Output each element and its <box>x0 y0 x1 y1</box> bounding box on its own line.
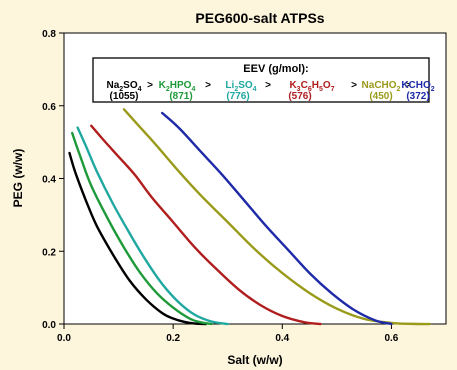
legend-label-part: NaCHO <box>362 80 397 91</box>
axis-ticks: 0.0 0.2 0.4 0.6 0.0 0.2 0.4 0.6 0.8 <box>42 29 399 344</box>
legend-label-part: 2 <box>166 86 170 93</box>
y-tick-label: 0.6 <box>42 102 56 113</box>
legend-label-part: 7 <box>331 86 335 93</box>
legend-label-4: NaCHO2 <box>362 80 401 93</box>
legend-label-part: SO <box>238 80 253 91</box>
y-tick-label: 0.8 <box>42 29 56 40</box>
legend-label-3: K3C6H5O7 <box>289 80 334 93</box>
y-tick-label: 0.2 <box>42 247 56 258</box>
curve-group <box>68 108 431 326</box>
legend-eev-4: (450) <box>369 91 392 102</box>
legend-label-part: 2 <box>397 86 401 93</box>
legend-label-part: 6 <box>308 86 312 93</box>
x-axis-label: Salt (w/w) <box>227 353 282 367</box>
series-line-5 <box>161 111 393 326</box>
y-tick-label: 0.0 <box>42 320 56 331</box>
x-tick-label: 0.6 <box>384 333 398 344</box>
legend-label-part: HPO <box>170 80 192 91</box>
series-line-1 <box>71 131 213 326</box>
legend-label-part: Na <box>106 80 119 91</box>
legend-label-2: Li2SO4 <box>225 80 256 93</box>
legend-label-part: KCHO <box>401 80 431 91</box>
legend-label-5: KCHO2 <box>401 80 434 93</box>
y-tick-label: 0.4 <box>42 175 56 186</box>
legend-label-part: K <box>159 80 167 91</box>
legend-label-part: SO <box>123 80 138 91</box>
legend-label-part: 5 <box>319 86 323 93</box>
legend-frame <box>92 57 430 103</box>
chart-title: PEG600-salt ATPSs <box>195 10 324 26</box>
series-line-3 <box>90 124 322 326</box>
legend-items: Na2SO4(1055)> K2HPO4(871)> Li2SO4(776)> K3C… <box>106 80 434 102</box>
legend-label-1: K2HPO4 <box>159 80 196 93</box>
legend-label-part: 3 <box>297 86 301 93</box>
legend-separator: > <box>351 80 357 91</box>
legend-header: EEV (g/mol): <box>243 63 308 75</box>
legend-label-part: 4 <box>191 86 195 93</box>
legend-label-part: 4 <box>253 86 257 93</box>
x-tick-label: 0.4 <box>275 333 289 344</box>
legend-box: EEV (g/mol): Na2SO4(1055)> K2HPO4(871)> Li… <box>92 57 435 103</box>
legend-label-part: Li <box>225 80 234 91</box>
legend-label-0: Na2SO4 <box>106 80 141 93</box>
legend-separator: > <box>405 80 411 91</box>
legend-label-part: 2 <box>119 86 123 93</box>
legend-label-part: 4 <box>138 86 142 93</box>
legend-label-part: C <box>301 80 308 91</box>
legend-label-part: 2 <box>234 86 238 93</box>
legend-eev-3: (576) <box>288 91 311 102</box>
legend-eev-1: (871) <box>169 91 192 102</box>
legend-label-part: 2 <box>431 86 435 93</box>
series-line-0 <box>68 151 208 326</box>
legend-label-part: H <box>312 80 319 91</box>
legend-eev-5: (372) <box>406 91 429 102</box>
y-axis-label: PEG (w/w) <box>11 149 25 208</box>
x-tick-label: 0.0 <box>57 333 71 344</box>
legend-eev-0: (1055) <box>110 91 139 102</box>
legend-separator: > <box>265 80 271 91</box>
x-tick-label: 0.2 <box>166 333 180 344</box>
legend-label-part: O <box>323 80 331 91</box>
series-line-2 <box>76 126 229 326</box>
legend-label-part: K <box>289 80 297 91</box>
legend-eev-2: (776) <box>226 91 249 102</box>
legend-separator: > <box>147 80 153 91</box>
legend-separator: > <box>205 80 211 91</box>
